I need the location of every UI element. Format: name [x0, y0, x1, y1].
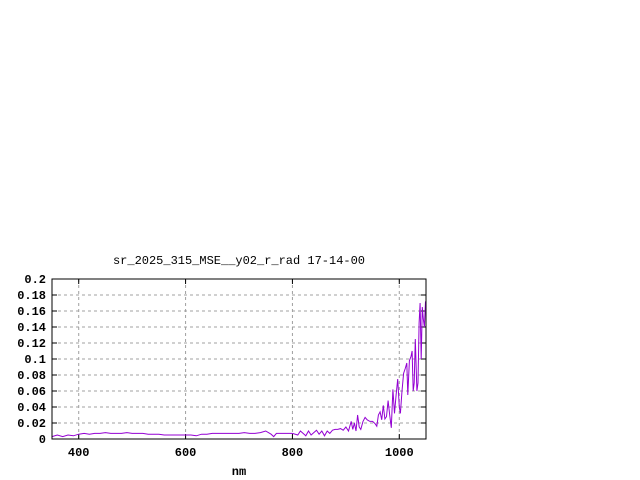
- x-axis: 400 600 800 1000: [68, 279, 414, 460]
- y-tick-label: 0.04: [17, 401, 46, 415]
- x-tick-label: 600: [175, 446, 197, 460]
- plot-border: [51, 278, 427, 440]
- grid: [52, 279, 426, 439]
- series-line: [51, 301, 426, 438]
- y-tick-label: 0.1: [24, 353, 46, 367]
- x-tick-label: 400: [68, 446, 90, 460]
- x-tick-label: 1000: [385, 446, 414, 460]
- x-tick-label: 800: [282, 446, 304, 460]
- y-tick-label: 0.08: [17, 369, 46, 383]
- chart-title: sr_2025_315_MSE__y02_r_rad 17-14-00: [113, 254, 365, 268]
- plot-area: [51, 301, 426, 438]
- y-tick-label: 0.16: [17, 305, 46, 319]
- y-tick-label: 0.14: [17, 321, 46, 335]
- y-tick-label: 0.18: [17, 289, 46, 303]
- y-axis: 0 0.02 0.04 0.06 0.08 0.1 0.12 0.14 0.16 0.18 0.2: [17, 273, 426, 447]
- x-axis-label: nm: [232, 465, 246, 479]
- y-tick-label: 0: [39, 433, 46, 447]
- y-tick-label: 0.02: [17, 417, 46, 431]
- y-tick-label: 0.12: [17, 337, 46, 351]
- y-tick-label: 0.2: [24, 273, 46, 287]
- y-tick-label: 0.06: [17, 385, 46, 399]
